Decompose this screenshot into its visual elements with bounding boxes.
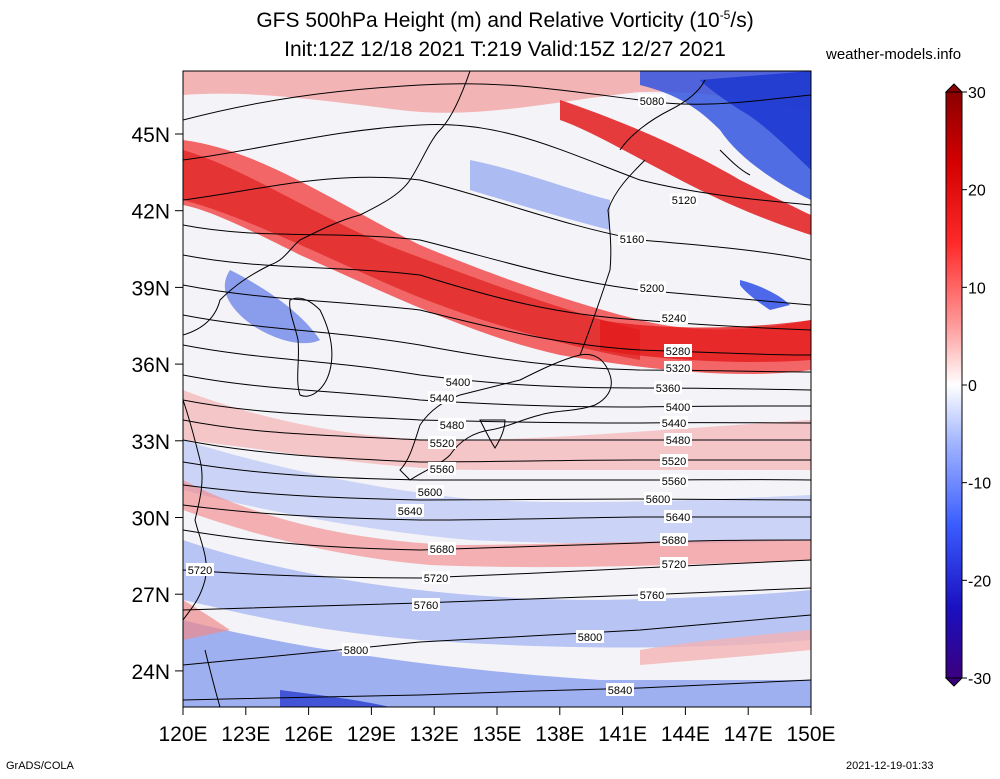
- vorticity-field: [183, 71, 811, 707]
- contour-label: 5120: [672, 195, 696, 207]
- lon-label: 147E: [724, 723, 773, 746]
- chart-subtitle: Init:12Z 12/18 2021 T:219 Valid:15Z 12/2…: [284, 38, 726, 61]
- colorbar-label: -30: [968, 671, 991, 688]
- contour-label: 5520: [430, 438, 454, 450]
- lon-axis: 120E 123E 126E 129E 132E 135E 138E 141E 144E 147E…: [158, 707, 836, 746]
- contour-label: 5240: [662, 313, 686, 325]
- lat-label: 30N: [131, 508, 170, 531]
- lon-label: 120E: [158, 723, 207, 746]
- contour-label: 5760: [640, 590, 664, 602]
- contour-label: 5200: [640, 283, 664, 295]
- colorbar-label: 0: [968, 378, 977, 395]
- contour-labels: 5080 5120 5160 5200 5240 5280 5320 5360 …: [186, 94, 698, 697]
- footer-credit: GrADS/COLA: [6, 760, 74, 772]
- contour-label: 5320: [666, 363, 690, 375]
- lat-label: 27N: [131, 584, 170, 607]
- height-contours: [183, 83, 811, 701]
- lat-label: 33N: [131, 431, 170, 454]
- contour-label: 5440: [662, 418, 686, 430]
- contour-label: 5400: [446, 377, 470, 389]
- lat-label: 39N: [131, 277, 170, 300]
- contour-label: 5600: [418, 487, 442, 499]
- contour-label: 5720: [188, 565, 212, 577]
- lon-label: 126E: [284, 723, 333, 746]
- lat-axis: 45N 42N 39N 36N 33N 30N 27N 24N: [131, 124, 183, 684]
- lon-label: 138E: [535, 723, 584, 746]
- contour-label: 5480: [440, 420, 464, 432]
- contour-label: 5640: [398, 506, 422, 518]
- colorbar: 30 20 10 0 -10 -20 -30: [944, 83, 991, 688]
- colorbar-label: 20: [968, 183, 986, 200]
- contour-label: 5800: [344, 645, 368, 657]
- contour-label: 5360: [656, 383, 680, 395]
- contour-label: 5800: [578, 632, 602, 644]
- colorbar-label: -20: [968, 573, 991, 590]
- lon-label: 135E: [472, 723, 521, 746]
- lon-label: 144E: [661, 723, 710, 746]
- contour-label: 5720: [424, 573, 448, 585]
- colorbar-label: 30: [968, 85, 986, 102]
- contour-label: 5080: [640, 96, 664, 108]
- lon-label: 141E: [598, 723, 647, 746]
- contour-label: 5560: [430, 464, 454, 476]
- lon-label: 150E: [786, 723, 835, 746]
- contour-label: 5280: [666, 346, 690, 358]
- lat-label: 36N: [131, 354, 170, 377]
- contour-label: 5480: [666, 435, 690, 447]
- lon-label: 123E: [221, 723, 270, 746]
- lon-label: 129E: [347, 723, 396, 746]
- contour-label: 5840: [608, 685, 632, 697]
- lat-label: 42N: [131, 201, 170, 224]
- chart-title: GFS 500hPa Height (m) and Relative Vorti…: [256, 8, 754, 32]
- lat-label: 45N: [131, 124, 170, 147]
- colorbar-label: -10: [968, 476, 991, 493]
- lon-label: 132E: [410, 723, 459, 746]
- contour-label: 5720: [662, 559, 686, 571]
- contour-label: 5640: [666, 512, 690, 524]
- site-label: weather-models.info: [826, 46, 962, 63]
- contour-label: 5400: [666, 402, 690, 414]
- contour-label: 5160: [620, 234, 644, 246]
- contour-label: 5600: [646, 494, 670, 506]
- contour-label: 5680: [662, 535, 686, 547]
- lat-label: 24N: [131, 661, 170, 684]
- footer-timestamp: 2021-12-19-01:33: [846, 760, 934, 772]
- contour-label: 5520: [662, 456, 686, 468]
- contour-label: 5440: [430, 393, 454, 405]
- contour-label: 5560: [662, 476, 686, 488]
- contour-label: 5760: [414, 600, 438, 612]
- colorbar-label: 10: [968, 280, 986, 297]
- contour-label: 5680: [430, 544, 454, 556]
